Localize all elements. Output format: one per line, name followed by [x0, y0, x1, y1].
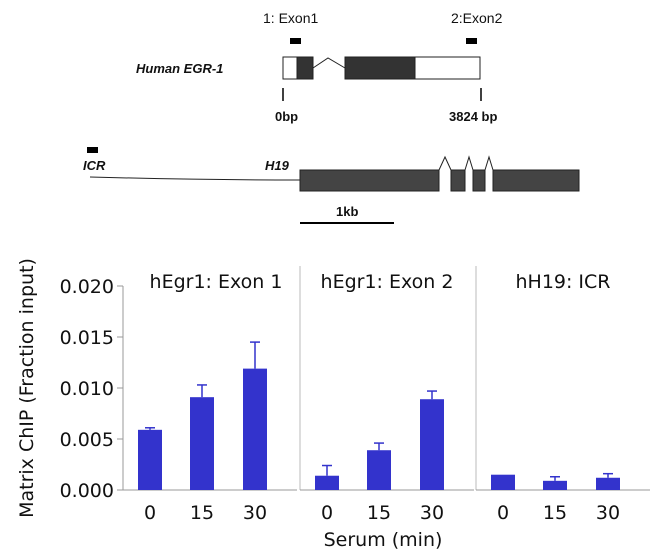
bar — [491, 474, 515, 490]
egr1-exon1-utr — [282, 56, 298, 80]
x-tick-label: 0 — [144, 502, 156, 524]
h19-diagram: ICR H19 1kb — [83, 147, 580, 224]
panel-1: hEgr1: Exon 1 0 15 30 — [123, 271, 297, 524]
egr1-start-label: 0bp — [275, 109, 298, 124]
x-tick-label: 15 — [367, 502, 391, 524]
x-tick-label: 30 — [420, 502, 444, 524]
exon2-primer-label: 2:Exon2 — [451, 10, 503, 26]
scale-bar-label: 1kb — [336, 204, 358, 219]
egr1-intron — [312, 57, 346, 69]
y-axis-title: Matrix ChIP (Fraction input) — [16, 258, 38, 518]
h19-exon3 — [472, 169, 486, 192]
panel-2: hEgr1: Exon 2 0 15 30 — [299, 266, 474, 524]
x-tick-label: 15 — [190, 502, 214, 524]
egr1-diagram: 1: Exon1 2:Exon2 Human EGR-1 0bp 3824 bp — [136, 10, 503, 124]
bar — [596, 477, 620, 490]
egr1-exon1-coding — [296, 56, 314, 80]
y-axis: 0.000 0.005 0.010 0.015 0.020 — [60, 276, 124, 502]
y-tick-label: 0.000 — [60, 480, 114, 502]
h19-intron3 — [484, 155, 494, 171]
y-tick-label: 0.015 — [60, 327, 114, 349]
panel-title: hEgr1: Exon 2 — [321, 271, 454, 293]
egr1-end-label: 3824 bp — [449, 109, 497, 124]
egr1-exon2-coding — [344, 56, 416, 80]
panel-title: hH19: ICR — [515, 271, 610, 293]
bar — [315, 475, 339, 490]
bar — [420, 399, 444, 490]
h19-gene-label: H19 — [265, 158, 290, 173]
h19-exon1 — [299, 169, 440, 192]
icr-label: ICR — [83, 158, 106, 173]
y-tick-label: 0.020 — [60, 276, 114, 298]
exon1-primer-marker — [290, 38, 301, 44]
h19-upstream-line — [89, 176, 301, 181]
x-tick-label: 30 — [243, 502, 267, 524]
x-tick-label: 0 — [321, 502, 333, 524]
h19-intron2 — [464, 155, 474, 171]
bar — [138, 429, 162, 490]
egr1-exon2-utr — [414, 56, 481, 80]
egr1-gene-label: Human EGR-1 — [136, 61, 223, 76]
x-tick-label: 15 — [543, 502, 567, 524]
panel-3: hH19: ICR 0 15 30 — [475, 266, 650, 524]
chip-bar-chart: Matrix ChIP (Fraction input) Serum (min)… — [16, 258, 650, 551]
y-tick-label: 0.005 — [60, 429, 114, 451]
exon1-primer-label: 1: Exon1 — [263, 10, 318, 26]
x-tick-label: 0 — [497, 502, 509, 524]
icr-primer-marker — [87, 147, 98, 153]
y-tick-label: 0.010 — [60, 378, 114, 400]
exon2-primer-marker — [466, 38, 477, 44]
h19-exon4 — [492, 169, 580, 192]
bar — [367, 450, 391, 490]
x-axis-title: Serum (min) — [324, 529, 443, 551]
h19-exon2 — [450, 169, 466, 192]
bar — [543, 480, 567, 490]
h19-intron1 — [438, 155, 452, 171]
bar — [243, 368, 267, 490]
x-tick-label: 30 — [596, 502, 620, 524]
panel-title: hEgr1: Exon 1 — [150, 271, 283, 293]
bar — [190, 397, 214, 490]
